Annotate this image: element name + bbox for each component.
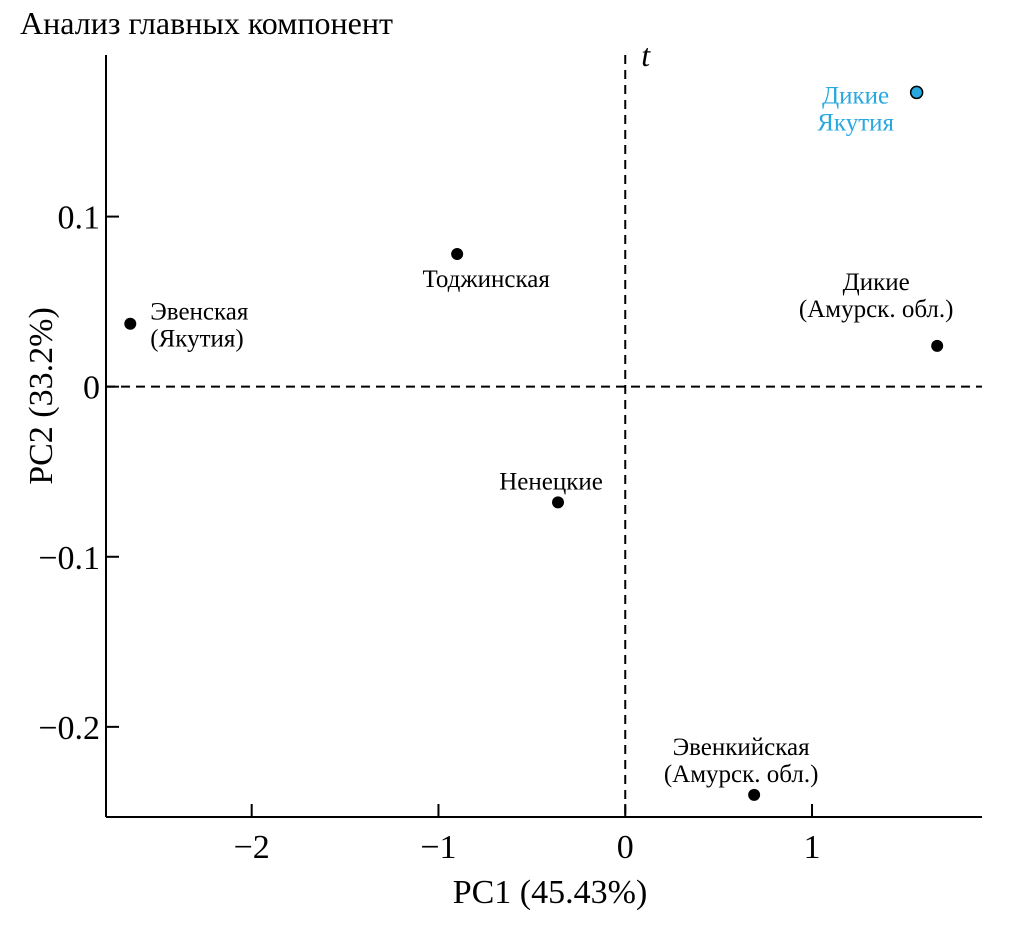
x-tick-label: 0 [617, 829, 634, 866]
axes: −2 −1 0 1 0.1 0 −0.1 −0.2 [38, 55, 982, 866]
x-axis-label: PC1 (45.43%) [453, 874, 648, 911]
y-tick-label: −0.1 [38, 540, 100, 577]
data-point-label: (Амурск. обл.) [664, 761, 819, 788]
data-point [124, 317, 137, 330]
data-point-label: Дикие [843, 269, 910, 296]
data-point [931, 339, 944, 352]
data-point [552, 496, 565, 509]
data-point [451, 248, 464, 261]
data-point-label: Ненецкие [499, 468, 603, 495]
data-point-label: Дикие [822, 82, 889, 109]
reference-lines: t [106, 37, 982, 817]
y-tick-label: −0.2 [38, 710, 100, 747]
data-points: Эвенская(Якутия) Тоджинская Ненецкие Эвенки… [124, 82, 954, 801]
x-tick-label: −1 [420, 829, 456, 866]
y-tick-label: 0 [83, 370, 100, 407]
data-point [909, 85, 924, 100]
vertical-reference-label: t [641, 37, 651, 73]
data-point-label: (Амурск. обл.) [799, 296, 954, 323]
chart-title: Анализ главных компонент [20, 5, 393, 41]
data-point-label: Эвенская [150, 299, 249, 326]
y-axis-label: PC2 (33.2%) [23, 307, 60, 485]
y-tick-label: 0.1 [58, 200, 101, 237]
data-point-label: Эвенкийская [673, 734, 811, 761]
x-tick-label: 1 [804, 829, 821, 866]
data-point-label: Тоджинская [422, 266, 550, 293]
x-tick-label: −2 [234, 829, 270, 866]
data-point [748, 788, 761, 801]
data-point-label: Якутия [817, 109, 894, 136]
data-point-label: (Якутия) [150, 326, 243, 353]
